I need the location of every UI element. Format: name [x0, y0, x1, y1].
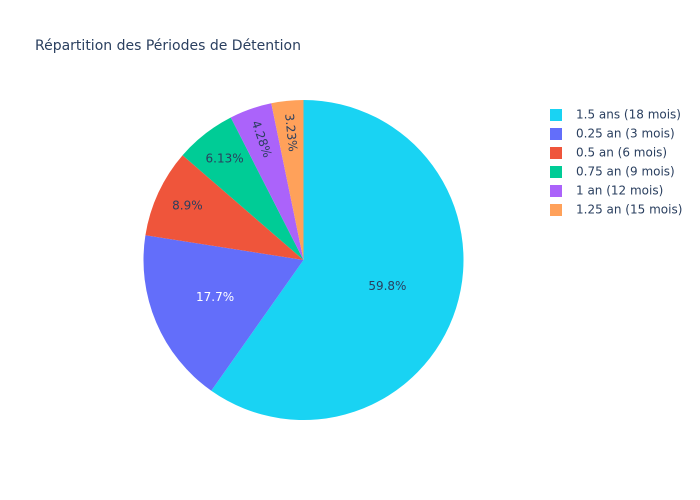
slice-label-1-5-ans-18-mois: 59.8%: [368, 279, 406, 293]
slice-label-0-25-an-3-mois: 17.7%: [196, 290, 234, 304]
legend-swatch-1-25-an-15-mois: [550, 204, 562, 216]
legend-label-1-25-an-15-mois: 1.25 an (15 mois): [576, 203, 682, 217]
legend-swatch-0-25-an-3-mois: [550, 128, 562, 140]
legend-item-1-5-ans-18-mois[interactable]: 1.5 ans (18 mois): [550, 108, 681, 122]
legend-label-0-75-an-9-mois: 0.75 an (9 mois): [576, 165, 675, 179]
legend-item-0-25-an-3-mois[interactable]: 0.25 an (3 mois): [550, 127, 675, 141]
legend-swatch-1-an-12-mois: [550, 185, 562, 197]
pie-slice-1-an-12-mois: [230, 103, 304, 260]
legend-item-1-25-an-15-mois[interactable]: 1.25 an (15 mois): [550, 203, 682, 217]
legend-item-0-5-an-6-mois[interactable]: 0.5 an (6 mois): [550, 146, 667, 160]
legend-item-0-75-an-9-mois[interactable]: 0.75 an (9 mois): [550, 165, 675, 179]
legend-swatch-0-5-an-6-mois: [550, 147, 562, 159]
pie-slice-0-75-an-9-mois: [182, 117, 304, 260]
legend-swatch-1-5-ans-18-mois: [550, 109, 562, 121]
slice-label-0-5-an-6-mois: 8.9%: [172, 199, 203, 213]
legend-label-1-5-ans-18-mois: 1.5 ans (18 mois): [576, 108, 681, 122]
legend-label-0-5-an-6-mois: 0.5 an (6 mois): [576, 146, 667, 160]
legend-label-0-25-an-3-mois: 0.25 an (3 mois): [576, 127, 675, 141]
slice-label-0-75-an-9-mois: 6.13%: [206, 152, 244, 166]
slice-label-1-25-an-15-mois: 3.23%: [282, 113, 300, 152]
chart-title: Répartition des Périodes de Détention: [35, 38, 301, 54]
pie-slice-1-25-an-15-mois: [271, 100, 304, 260]
legend: 1.5 ans (18 mois) 0.25 an (3 mois) 0.5 an …: [550, 108, 682, 217]
pie-slice-0-5-an-6-mois: [145, 155, 304, 260]
pie-slice-0-25-an-3-mois: [143, 235, 304, 391]
pie-slice-1-5-ans-18-mois: [211, 100, 464, 420]
legend-item-1-an-12-mois[interactable]: 1 an (12 mois): [550, 184, 663, 198]
legend-swatch-0-75-an-9-mois: [550, 166, 562, 178]
pie-slices: [143, 100, 464, 420]
legend-label-1-an-12-mois: 1 an (12 mois): [576, 184, 663, 198]
